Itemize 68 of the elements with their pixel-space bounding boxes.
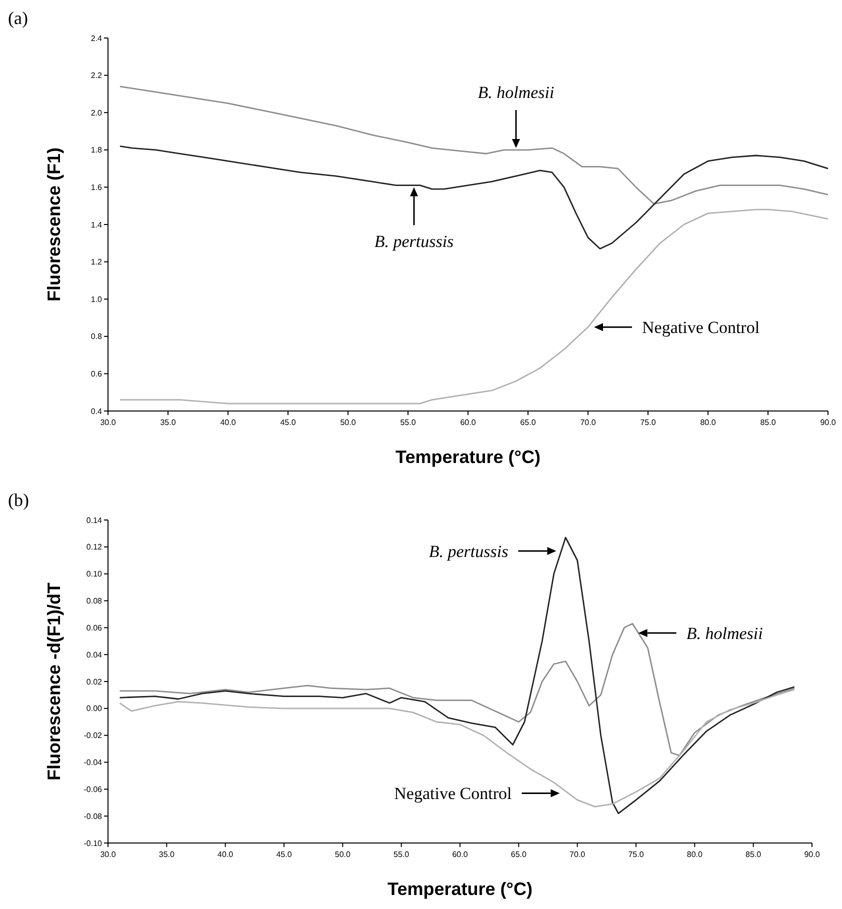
- y-tick-label: -0.02: [84, 731, 103, 740]
- annotation: B. pertussis: [428, 542, 509, 561]
- annotation: B. pertussis: [374, 232, 454, 252]
- y-tick-label: 1.2: [90, 258, 103, 267]
- x-tick-label: 50.0: [340, 418, 356, 427]
- x-tick-label: 65.0: [520, 418, 536, 427]
- x-tick-label: 55.0: [394, 850, 410, 859]
- y-tick-label: 1.8: [90, 146, 103, 155]
- x-tick-label: 75.0: [640, 418, 656, 427]
- line-series: [119, 145, 829, 250]
- y-tick-label: -0.04: [84, 758, 103, 768]
- y-tick-label: 0.6: [90, 370, 103, 378]
- x-tick-label: 75.0: [628, 850, 644, 859]
- x-tick-label: 60.0: [452, 850, 468, 859]
- x-tick-label: 40.0: [220, 418, 236, 427]
- line-series: [119, 86, 829, 205]
- y-tick-label: 1.6: [90, 183, 103, 192]
- x-tick-label: 40.0: [218, 850, 234, 859]
- x-tick-label: 70.0: [580, 418, 596, 427]
- y-tick-label: 2.4: [90, 34, 103, 43]
- x-tick-label: 45.0: [280, 418, 296, 427]
- x-tick-label: 35.0: [158, 850, 175, 859]
- x-tick-label: 60.0: [460, 418, 476, 427]
- chart-title: (a): [8, 8, 28, 28]
- y-tick-label: 0.06: [86, 623, 103, 632]
- y-tick-label: 0.00: [86, 704, 103, 714]
- y-tick-label: 2.2: [90, 71, 103, 80]
- y-tick-label: -0.10: [84, 838, 103, 848]
- y-tick-label: 0.12: [86, 542, 103, 552]
- line-series: [119, 622, 796, 756]
- x-tick-label: 30.0: [100, 418, 116, 427]
- annotation: Negative Control: [642, 318, 760, 338]
- line-series: [119, 688, 796, 808]
- line-series: [119, 536, 796, 814]
- x-tick-label: 90.0: [804, 850, 820, 859]
- x-tick-label: 50.0: [334, 850, 351, 859]
- x-tick-label: 45.0: [276, 850, 292, 859]
- chart-title: (b): [8, 490, 29, 510]
- y-tick-label: 0.10: [86, 570, 103, 579]
- y-tick-label: 0.02: [86, 677, 103, 686]
- y-tick-label: 0.08: [86, 596, 103, 606]
- x-tick-label: 85.0: [746, 850, 762, 859]
- x-tick-label: 90.0: [820, 418, 836, 427]
- x-tick-label: 35.0: [160, 418, 176, 427]
- x-tick-label: 85.0: [760, 418, 776, 427]
- y-tick-label: 0.8: [90, 332, 103, 342]
- line-series: [119, 208, 829, 404]
- y-tick-label: 0.4: [90, 406, 103, 416]
- x-tick-label: 70.0: [570, 850, 586, 859]
- x-tick-label: 55.0: [400, 418, 416, 427]
- x-axis-title: Temperature (°C): [388, 879, 532, 899]
- annotation: Negative Control: [394, 784, 512, 804]
- y-tick-label: -0.06: [84, 784, 103, 794]
- x-axis-title: Temperature (°C): [396, 447, 540, 467]
- x-tick-label: 30.0: [100, 850, 116, 859]
- y-axis-title: Fluorescence (F1): [44, 147, 64, 302]
- x-tick-label: 65.0: [510, 850, 527, 859]
- y-tick-label: 2.0: [90, 108, 103, 118]
- annotation: B. holmesii: [686, 624, 764, 644]
- x-tick-label: 80.0: [686, 850, 703, 859]
- y-tick-label: 1.0: [90, 294, 103, 304]
- y-tick-label: -0.08: [84, 812, 103, 821]
- annotation: B. holmesii: [478, 83, 555, 102]
- y-axis-title: Fluorescence -d(F1)/dT: [44, 582, 64, 781]
- y-tick-label: 0.14: [86, 516, 103, 525]
- y-tick-label: 0.04: [86, 650, 103, 660]
- x-tick-label: 80.0: [700, 418, 716, 427]
- y-tick-label: 1.4: [90, 220, 103, 230]
